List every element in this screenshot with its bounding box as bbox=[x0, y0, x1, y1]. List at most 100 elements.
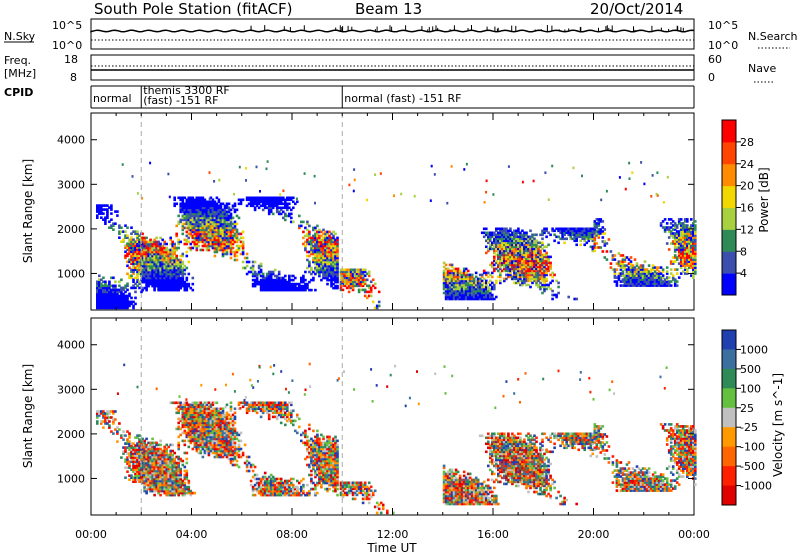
data-cell bbox=[361, 288, 365, 292]
data-cell bbox=[225, 248, 229, 252]
data-cell bbox=[635, 268, 639, 271]
data-cell bbox=[282, 282, 285, 286]
data-cell bbox=[458, 289, 462, 293]
data-cell bbox=[185, 206, 189, 210]
data-cell bbox=[96, 298, 99, 302]
data-cell bbox=[499, 275, 502, 279]
data-cell bbox=[649, 270, 653, 273]
data-cell bbox=[571, 227, 574, 231]
data-cell bbox=[673, 222, 677, 225]
data-cell bbox=[651, 274, 655, 277]
data-cell bbox=[149, 250, 152, 254]
data-cell bbox=[179, 218, 182, 222]
data-cell bbox=[371, 278, 375, 282]
data-cell bbox=[519, 271, 522, 275]
data-cell bbox=[132, 264, 135, 268]
data-cell bbox=[132, 306, 135, 310]
data-cell bbox=[314, 228, 317, 232]
data-cell bbox=[181, 268, 185, 272]
data-cell bbox=[153, 455, 156, 459]
data-cell bbox=[657, 280, 661, 283]
data-cell bbox=[343, 276, 347, 280]
data-cell bbox=[106, 284, 109, 288]
data-cell bbox=[601, 226, 605, 229]
data-cell bbox=[589, 227, 593, 231]
data-cell bbox=[183, 204, 187, 208]
data-cell bbox=[167, 260, 170, 264]
data-cell bbox=[543, 255, 546, 259]
data-cell bbox=[336, 260, 339, 264]
data-cell bbox=[145, 240, 148, 244]
data-cell bbox=[157, 483, 160, 487]
data-cell bbox=[120, 226, 123, 229]
data-cell bbox=[444, 289, 448, 293]
data-cell bbox=[134, 276, 137, 280]
data-cell bbox=[265, 167, 268, 171]
data-cell bbox=[138, 434, 141, 437]
data-cell bbox=[521, 241, 524, 245]
data-cell bbox=[318, 266, 321, 270]
data-cell bbox=[145, 479, 148, 483]
data-cell bbox=[243, 256, 247, 260]
data-cell bbox=[181, 196, 185, 200]
data-cell bbox=[165, 252, 168, 256]
data-cell bbox=[209, 236, 213, 240]
data-cell bbox=[195, 248, 199, 252]
data-cell bbox=[686, 254, 689, 257]
data-cell bbox=[296, 288, 299, 292]
data-cell bbox=[332, 274, 335, 278]
data-cell bbox=[527, 261, 530, 265]
data-cell bbox=[474, 297, 478, 301]
data-cell bbox=[505, 269, 508, 273]
data-cell bbox=[106, 214, 109, 217]
data-cell bbox=[241, 240, 245, 244]
data-cell bbox=[543, 231, 546, 235]
data-cell bbox=[328, 236, 331, 240]
data-cell bbox=[177, 238, 180, 242]
data-cell bbox=[114, 210, 117, 213]
data-cell bbox=[275, 280, 279, 284]
data-cell bbox=[279, 284, 283, 288]
data-cell bbox=[197, 204, 201, 208]
data-cell bbox=[347, 284, 351, 288]
data-cell bbox=[533, 269, 536, 273]
data-cell bbox=[294, 276, 297, 280]
data-cell bbox=[231, 206, 235, 210]
data-cell bbox=[197, 200, 201, 204]
data-cell bbox=[328, 260, 331, 264]
data-cell bbox=[363, 282, 367, 286]
data-cell bbox=[149, 248, 152, 252]
data-cell bbox=[261, 196, 265, 200]
data-cell bbox=[341, 270, 345, 274]
data-cell bbox=[343, 284, 347, 288]
data-cell bbox=[627, 282, 631, 285]
data-cell bbox=[163, 270, 166, 274]
data-cell bbox=[450, 283, 454, 287]
data-cell bbox=[456, 273, 460, 277]
data-cell bbox=[136, 272, 139, 276]
data-cell bbox=[328, 258, 331, 262]
data-cell bbox=[466, 269, 470, 273]
data-cell bbox=[613, 268, 617, 271]
data-cell bbox=[143, 280, 146, 284]
data-cell bbox=[292, 278, 295, 282]
data-cell bbox=[257, 206, 261, 210]
data-cell bbox=[151, 254, 154, 258]
data-cell bbox=[271, 200, 275, 204]
colorbar-tick-label: 8 bbox=[740, 245, 747, 258]
data-cell bbox=[572, 166, 575, 170]
data-cell bbox=[159, 475, 162, 479]
data-cell bbox=[282, 189, 285, 193]
data-cell bbox=[116, 214, 119, 217]
data-cell bbox=[493, 259, 496, 263]
data-cell bbox=[688, 234, 691, 237]
data-cell bbox=[215, 228, 219, 232]
data-cell bbox=[308, 264, 311, 268]
data-cell bbox=[163, 262, 166, 266]
data-cell bbox=[365, 198, 368, 202]
data-cell bbox=[527, 235, 530, 239]
data-cell bbox=[159, 489, 162, 493]
data-cell bbox=[171, 252, 174, 256]
data-cell bbox=[521, 251, 524, 255]
data-cell bbox=[247, 198, 251, 202]
